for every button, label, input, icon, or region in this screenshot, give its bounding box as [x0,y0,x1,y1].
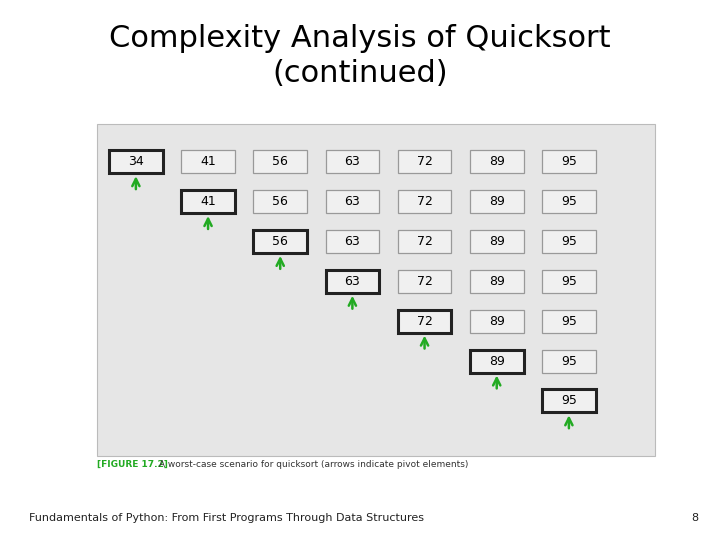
Text: 95: 95 [561,394,577,408]
FancyBboxPatch shape [397,310,451,333]
Text: 34: 34 [128,156,144,168]
Text: 63: 63 [344,235,360,248]
Text: 63: 63 [344,195,360,208]
Text: 63: 63 [344,156,360,168]
Text: 72: 72 [417,235,433,248]
Text: 8: 8 [691,512,698,523]
FancyBboxPatch shape [397,150,451,173]
FancyBboxPatch shape [325,230,379,253]
FancyBboxPatch shape [397,190,451,213]
Text: 72: 72 [417,275,433,288]
Text: 56: 56 [272,156,288,168]
Text: 56: 56 [272,235,288,248]
FancyBboxPatch shape [325,150,379,173]
Text: Complexity Analysis of Quicksort
(continued): Complexity Analysis of Quicksort (contin… [109,24,611,88]
FancyBboxPatch shape [542,389,595,413]
Text: 89: 89 [489,195,505,208]
FancyBboxPatch shape [397,230,451,253]
Text: 95: 95 [561,275,577,288]
FancyBboxPatch shape [470,230,523,253]
Text: 89: 89 [489,275,505,288]
Text: A worst-case scenario for quicksort (arrows indicate pivot elements): A worst-case scenario for quicksort (arr… [156,460,469,469]
FancyBboxPatch shape [325,270,379,293]
Text: 72: 72 [417,315,433,328]
FancyBboxPatch shape [470,150,523,173]
FancyBboxPatch shape [542,190,595,213]
Text: 41: 41 [200,156,216,168]
FancyBboxPatch shape [470,270,523,293]
FancyBboxPatch shape [253,190,307,213]
FancyBboxPatch shape [542,349,595,373]
Text: [FIGURE 17.2]: [FIGURE 17.2] [97,460,168,469]
FancyBboxPatch shape [542,270,595,293]
FancyBboxPatch shape [325,190,379,213]
FancyBboxPatch shape [470,310,523,333]
Text: 41: 41 [200,195,216,208]
FancyBboxPatch shape [181,150,235,173]
Text: 89: 89 [489,355,505,368]
FancyBboxPatch shape [542,150,595,173]
Text: 89: 89 [489,235,505,248]
Text: Fundamentals of Python: From First Programs Through Data Structures: Fundamentals of Python: From First Progr… [29,512,424,523]
FancyBboxPatch shape [253,230,307,253]
FancyBboxPatch shape [253,150,307,173]
FancyBboxPatch shape [397,270,451,293]
Text: 89: 89 [489,156,505,168]
FancyBboxPatch shape [542,230,595,253]
Text: 72: 72 [417,195,433,208]
Text: 56: 56 [272,195,288,208]
Text: 72: 72 [417,156,433,168]
FancyBboxPatch shape [470,190,523,213]
Text: 95: 95 [561,156,577,168]
Text: 63: 63 [344,275,360,288]
Text: 95: 95 [561,315,577,328]
FancyBboxPatch shape [181,190,235,213]
FancyBboxPatch shape [542,310,595,333]
FancyBboxPatch shape [470,349,523,373]
Text: 95: 95 [561,355,577,368]
Text: 89: 89 [489,315,505,328]
Text: 95: 95 [561,195,577,208]
Text: 95: 95 [561,235,577,248]
FancyBboxPatch shape [109,150,163,173]
